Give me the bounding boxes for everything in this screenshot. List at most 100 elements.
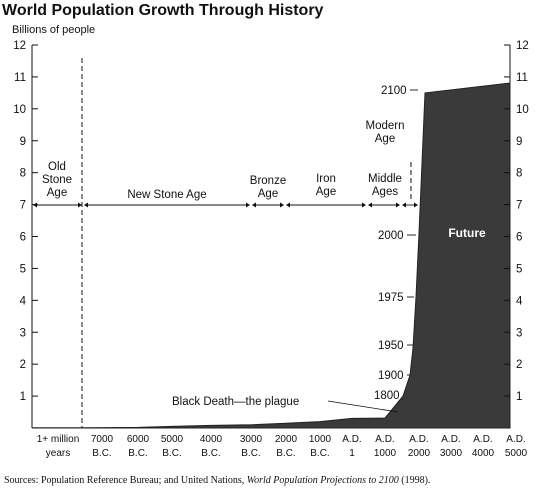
y-tick-label-left: 12 xyxy=(13,40,26,52)
y-tick-label-right: 10 xyxy=(516,104,529,116)
x-tick-line2: 4000 xyxy=(472,448,495,459)
y-axis-label: Billions of people xyxy=(12,24,95,36)
x-tick-line1: 5000 xyxy=(161,434,184,445)
era-span xyxy=(252,202,284,208)
x-tick-line1: A.D. xyxy=(375,434,394,445)
era-label: Middle Ages xyxy=(368,173,402,198)
x-tick-line2: B.C. xyxy=(241,448,260,459)
x-tick-line2: 5000 xyxy=(505,448,528,459)
y-tick-label-right: 12 xyxy=(516,40,529,52)
year-label: 1975 xyxy=(378,292,414,304)
source-title: World Population Projections to 2100 xyxy=(247,475,399,486)
x-tick-line1: A.D. xyxy=(342,434,361,445)
x-axis: 1+ millionyears7000B.C.6000B.C.5000B.C.4… xyxy=(37,434,528,459)
year-label: 2000 xyxy=(378,230,416,242)
x-tick: 3000 B.C. xyxy=(240,434,263,459)
x-tick: A.D. 5000 xyxy=(505,434,528,459)
x-tick: A.D. 1000 xyxy=(374,434,397,459)
year-label-text: 1900 xyxy=(378,370,404,382)
x-tick: A.D. 1 xyxy=(342,434,361,459)
y-tick-label-right: 6 xyxy=(516,232,522,244)
x-tick-line1: A.D. xyxy=(409,434,428,445)
y-tick-label-right: 4 xyxy=(516,295,523,307)
y-tick-label-left: 1 xyxy=(20,391,26,403)
era-label: Iron Age xyxy=(316,173,336,198)
source-prefix: Sources: Population Reference Bureau; an… xyxy=(4,475,247,486)
era-label: Modern Age xyxy=(366,120,405,145)
year-label-text: 1950 xyxy=(378,340,404,352)
x-tick-line1: A.D. xyxy=(441,434,460,445)
year-label-text: 1975 xyxy=(378,292,404,304)
x-tick-line2: B.C. xyxy=(276,448,295,459)
x-tick-line1: A.D. xyxy=(473,434,492,445)
x-tick: A.D. 3000 xyxy=(440,434,463,459)
y-tick-label-left: 5 xyxy=(20,263,26,275)
x-tick-line2: B.C. xyxy=(128,448,147,459)
year-label-text: 2000 xyxy=(378,230,404,242)
y-tick-label-right: 3 xyxy=(516,327,522,339)
era-label: Old Stone Age xyxy=(42,161,72,199)
year-label: 2100 xyxy=(381,85,418,97)
y-tick-label-right: 1 xyxy=(516,391,522,403)
y-tick-label-left: 3 xyxy=(20,327,26,339)
era-span xyxy=(402,202,418,208)
x-tick: 2000 B.C. xyxy=(275,434,298,459)
year-label-text: 1800 xyxy=(374,390,400,402)
x-tick-line1: 2000 xyxy=(275,434,298,445)
year-label: 1800 xyxy=(374,390,403,402)
x-tick-line1: 4000 xyxy=(200,434,223,445)
era-span xyxy=(33,202,82,208)
future-label: Future xyxy=(448,226,486,240)
year-label: 1900 xyxy=(378,370,410,382)
year-label-text: 2100 xyxy=(381,85,407,97)
era-label: New Stone Age xyxy=(127,189,206,201)
x-tick-line2: years xyxy=(46,448,70,459)
source-note: Sources: Population Reference Bureau; an… xyxy=(4,475,430,486)
y-tick-label-left: 2 xyxy=(20,359,26,371)
y-tick-label-left: 4 xyxy=(20,295,27,307)
x-tick-line2: 1000 xyxy=(374,448,397,459)
x-tick: 4000 B.C. xyxy=(200,434,223,459)
era-label: Bronze Age xyxy=(250,175,286,200)
y-tick-label-right: 11 xyxy=(516,72,528,84)
x-tick: A.D. 4000 xyxy=(472,434,495,459)
x-tick: 1+ million years xyxy=(37,434,80,459)
population-area xyxy=(31,82,511,429)
y-tick-label-left: 8 xyxy=(20,168,26,180)
x-tick-line1: 7000 xyxy=(91,434,114,445)
x-tick-line2: 2000 xyxy=(408,448,431,459)
year-label: 1950 xyxy=(378,340,413,352)
x-tick-line1: 1+ million xyxy=(37,434,80,445)
x-tick-line2: B.C. xyxy=(162,448,181,459)
year-labels: 2100 2000 1975 1950 1900 1800 xyxy=(374,85,418,402)
y-tick-label-right: 9 xyxy=(516,136,522,148)
era-span xyxy=(84,202,250,208)
x-tick-line2: B.C. xyxy=(201,448,220,459)
x-tick-line2: 3000 xyxy=(440,448,463,459)
black-death-pointer xyxy=(327,400,399,413)
era-span xyxy=(368,202,400,208)
y-tick-label-left: 6 xyxy=(20,232,26,244)
x-tick-line1: 6000 xyxy=(127,434,150,445)
x-tick-line1: 3000 xyxy=(240,434,263,445)
era-span xyxy=(286,202,366,208)
y-tick-label-left: 11 xyxy=(14,72,26,84)
x-tick: 1000 B.C. xyxy=(309,434,332,459)
x-tick-line1: A.D. xyxy=(506,434,525,445)
y-tick-label-left: 10 xyxy=(13,104,26,116)
y-tick-label-right: 5 xyxy=(516,263,522,275)
chart-title: World Population Growth Through History xyxy=(2,2,324,19)
x-tick-line2: B.C. xyxy=(310,448,329,459)
era-labels: Old Stone Age New Stone Age Bronze Age Iron Age… xyxy=(33,120,418,208)
y-tick-label-right: 2 xyxy=(516,359,522,371)
black-death-annotation: Black Death—the plague xyxy=(172,396,299,408)
x-tick: 5000 B.C. xyxy=(161,434,184,459)
x-tick-line2: 1 xyxy=(349,448,355,459)
x-tick: 6000 B.C. xyxy=(127,434,150,459)
y-tick-label-left: 7 xyxy=(20,200,26,212)
x-tick: 7000 B.C. xyxy=(91,434,114,459)
y-tick-label-right: 7 xyxy=(516,200,522,212)
